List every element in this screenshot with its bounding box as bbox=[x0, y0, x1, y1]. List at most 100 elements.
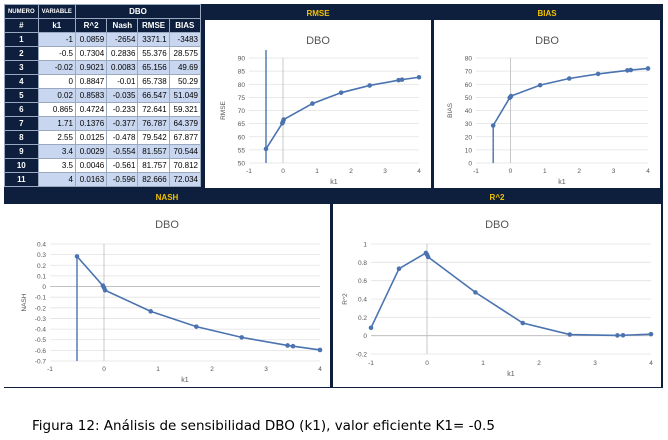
bias-data-point bbox=[628, 67, 634, 73]
bias-data-point bbox=[566, 76, 572, 81]
table-cell: 72.034 bbox=[168, 172, 202, 187]
nash-data-point bbox=[239, 335, 244, 340]
r2-ylabel: R^2 bbox=[342, 293, 349, 305]
table-cell: 0.0163 bbox=[74, 172, 108, 187]
nash-ytick-label: -0.4 bbox=[35, 327, 47, 334]
rmse-xtick-label: 1 bbox=[315, 168, 319, 175]
rmse-data-point bbox=[338, 90, 344, 95]
nash-data-point bbox=[74, 254, 80, 259]
table-body: 1 -1 0.0859 -2654 3371.1 -3483 2 -0.5 0.7304 0.28… bbox=[4, 32, 202, 187]
rmse-xtick-label: -1 bbox=[246, 168, 252, 175]
table-cell: 82.666 bbox=[137, 172, 170, 187]
table-cell: 81.757 bbox=[137, 158, 170, 173]
nash-xtick-label: -1 bbox=[47, 366, 53, 373]
r2-panel-header: R^2 bbox=[333, 192, 661, 204]
rmse-ytick-label: 65 bbox=[238, 121, 246, 128]
row-index-cell: 5 bbox=[4, 88, 39, 103]
table-cell: -2654 bbox=[106, 32, 139, 47]
bias-data-point bbox=[625, 68, 630, 73]
table-row: 8 2.55 0.0125 -0.478 79.542 67.877 bbox=[4, 130, 202, 145]
table-cell: -0.377 bbox=[106, 116, 139, 131]
row-index-cell: 11 bbox=[4, 172, 39, 187]
row-index-cell: 6 bbox=[4, 102, 39, 117]
bias-data-point bbox=[595, 71, 601, 77]
nash-xtick-label: 0 bbox=[102, 366, 106, 373]
table-cell: 0.02 bbox=[37, 88, 76, 103]
row-index-cell: 10 bbox=[4, 158, 39, 173]
table-row: 9 3.4 0.0029 -0.554 81.557 70.544 bbox=[4, 144, 202, 159]
table-cell: 51.049 bbox=[168, 88, 202, 103]
rmse-ytick-label: 90 bbox=[238, 56, 246, 63]
dashboard-frame: NUMERO VARIABLE DBO # k1 R^2 Nash RMSE B… bbox=[4, 4, 663, 388]
nash-ytick-label: 0 bbox=[42, 284, 46, 291]
r2-panel: DBO 1 0.8 0.6 0.4 0.2 0 -0.2 -1 0 1 2 3 4 k1 R^2 bbox=[333, 204, 661, 387]
table-cell: -3483 bbox=[168, 32, 202, 47]
table-cell: 0.7304 bbox=[74, 46, 108, 61]
r2-xtick-label: 0 bbox=[425, 360, 429, 367]
bias-ytick-label: 70 bbox=[465, 69, 473, 76]
table-row: 2 -0.5 0.7304 0.2836 55.376 28.575 bbox=[4, 46, 202, 61]
nash-title: DBO bbox=[155, 219, 179, 231]
rmse-title: DBO bbox=[306, 35, 330, 47]
bias-data-point bbox=[508, 93, 514, 99]
table-cell: -1 bbox=[37, 32, 76, 47]
table-cell: 0.0125 bbox=[74, 130, 108, 145]
r2-ytick-label: 0.4 bbox=[358, 297, 367, 304]
rmse-data-point bbox=[281, 117, 286, 122]
nash-data-point bbox=[148, 309, 154, 314]
nash-panel-header: NASH bbox=[4, 192, 330, 204]
nash-ytick-label: -0.6 bbox=[35, 348, 47, 355]
rmse-chart: DBO 50 55 60 65 70 75 80 85 90 -1 0 1 2 3 4 k1 RMSE bbox=[220, 35, 422, 186]
bias-xtick-label: 4 bbox=[646, 168, 650, 175]
bias-ytick-label: 10 bbox=[465, 147, 473, 154]
header-bias: BIAS bbox=[168, 18, 202, 33]
nash-panel: DBO 0.4 0.3 0.2 0.1 0 -0.1 -0.2 -0.3 -0.4 -0.5 -0.6… bbox=[4, 204, 330, 387]
rmse-ytick-label: 60 bbox=[238, 134, 246, 141]
row-index-cell: 4 bbox=[4, 74, 39, 89]
r2-chart: DBO 1 0.8 0.6 0.4 0.2 0 -0.2-1 0 1 2 3 4 k1 R^2 bbox=[342, 219, 654, 378]
row-index-cell: 1 bbox=[4, 32, 39, 47]
table-cell: 79.542 bbox=[137, 130, 170, 145]
table-cell: 0.1376 bbox=[74, 116, 108, 131]
row-index-cell: 2 bbox=[4, 46, 39, 61]
table-cell: -0.035 bbox=[106, 88, 139, 103]
bias-xtick-label: 1 bbox=[543, 168, 547, 175]
table-cell: 64.379 bbox=[168, 116, 202, 131]
rmse-ytick-label: 70 bbox=[238, 108, 246, 115]
table-cell: 0.4724 bbox=[74, 102, 108, 117]
table-cell: -0.596 bbox=[106, 172, 139, 187]
header-index: # bbox=[4, 18, 39, 33]
table-row: 5 0.02 0.8583 -0.035 66.547 51.049 bbox=[4, 88, 202, 103]
table-cell: -0.478 bbox=[106, 130, 139, 145]
r2-xtick-label: 1 bbox=[481, 360, 485, 367]
table-cell: 59.321 bbox=[168, 102, 202, 117]
header-variable: VARIABLE bbox=[37, 4, 76, 19]
table-cell: 0.865 bbox=[37, 102, 76, 117]
table-header-row-2: # k1 R^2 Nash RMSE BIAS bbox=[4, 18, 202, 33]
r2-ytick-label: 0.2 bbox=[358, 315, 367, 322]
rmse-series-line bbox=[265, 76, 420, 150]
rmse-data-point bbox=[416, 74, 422, 80]
bias-data-point bbox=[537, 82, 543, 88]
bias-ylabel: BIAS bbox=[447, 102, 454, 117]
table-row: 11 4 0.0163 -0.596 82.666 72.034 bbox=[4, 172, 202, 187]
table-row: 6 0.865 0.4724 -0.233 72.641 59.321 bbox=[4, 102, 202, 117]
table-cell: 50.29 bbox=[168, 74, 202, 89]
r2-xtick-label: 3 bbox=[593, 360, 597, 367]
r2-data-point bbox=[648, 331, 654, 337]
table-cell: 1.71 bbox=[37, 116, 76, 131]
nash-ytick-label: 0.2 bbox=[37, 263, 46, 270]
table-cell: 72.641 bbox=[137, 102, 170, 117]
table-cell: -0.5 bbox=[37, 46, 76, 61]
table-header-row-1: NUMERO VARIABLE DBO bbox=[4, 4, 202, 19]
r2-data-point bbox=[620, 332, 626, 338]
table-cell: -0.554 bbox=[106, 144, 139, 159]
bias-ytick-label: 30 bbox=[465, 121, 473, 128]
table-cell: 65.156 bbox=[137, 60, 170, 75]
bias-ytick-label: 20 bbox=[465, 134, 473, 141]
r2-xlabel: k1 bbox=[507, 371, 515, 378]
nash-chart: DBO 0.4 0.3 0.2 0.1 0 -0.1 -0.2 -0.3 -0.4 -0.5 -0.6… bbox=[21, 219, 323, 384]
r2-data-point bbox=[520, 320, 526, 326]
header-dbo: DBO bbox=[74, 4, 202, 19]
rmse-panel: DBO 50 55 60 65 70 75 80 85 90 -1 0 1 2 3 4 k1 RMSE bbox=[205, 20, 431, 188]
